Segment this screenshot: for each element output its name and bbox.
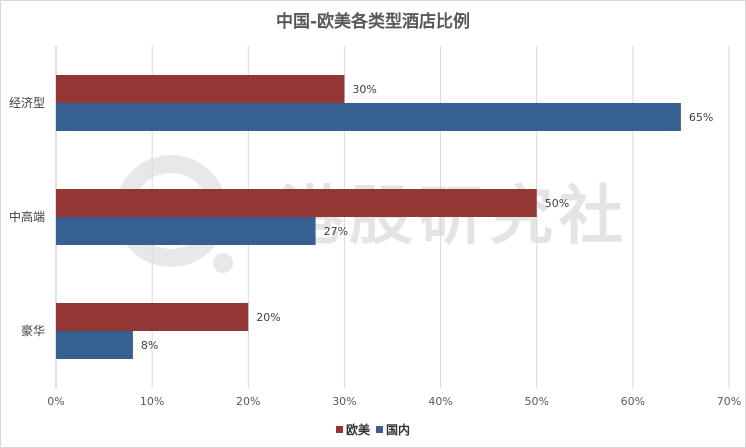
- category-label: 豪华: [21, 323, 45, 338]
- x-tick-label: 20%: [236, 395, 260, 408]
- legend-swatch: [376, 426, 383, 433]
- legend-swatch: [335, 426, 343, 433]
- data-label: 8%: [141, 339, 158, 352]
- bar-series-2: [56, 103, 681, 131]
- chart-title: 中国-欧美各类型酒店比例: [275, 12, 471, 32]
- legend: 欧美 国内: [1, 421, 745, 438]
- bar-series-1: [56, 189, 537, 217]
- bars: [56, 75, 681, 359]
- legend-label: 欧美: [345, 423, 370, 437]
- x-tick-label: 70%: [717, 395, 741, 408]
- x-tick-label: 60%: [621, 395, 645, 408]
- x-tick-label: 10%: [140, 395, 164, 408]
- x-tick-label: 0%: [47, 395, 64, 408]
- legend-item: 欧美: [335, 421, 370, 438]
- bar-series-1: [56, 75, 345, 103]
- bar-series-2: [56, 331, 133, 359]
- category-label: 中高端: [9, 209, 45, 224]
- x-tick-label: 40%: [428, 395, 452, 408]
- data-labels: 30% 65% 50% 27% 20% 8%: [141, 83, 713, 352]
- category-label: 经济型: [9, 95, 45, 110]
- x-tick-label: 30%: [332, 395, 356, 408]
- data-label: 27%: [324, 225, 348, 238]
- x-tick-label: 50%: [524, 395, 548, 408]
- data-label: 20%: [256, 311, 280, 324]
- bar-series-1: [56, 303, 249, 331]
- legend-label: 国内: [386, 423, 411, 437]
- bar-series-2: [56, 217, 316, 245]
- data-label: 65%: [689, 111, 713, 124]
- data-label: 30%: [352, 83, 376, 96]
- data-label: 50%: [545, 197, 569, 210]
- watermark-logo-dot: [213, 253, 233, 273]
- legend-item: 国内: [376, 421, 410, 438]
